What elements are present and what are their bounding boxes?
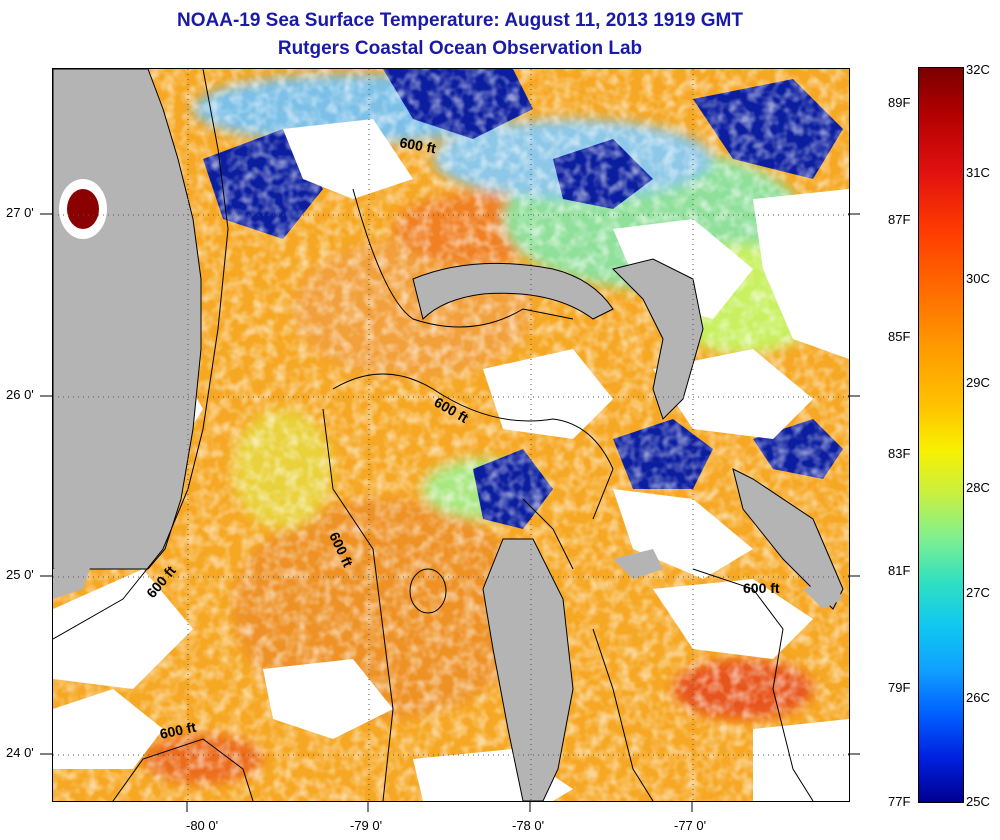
florida-keys-land (53, 559, 93, 599)
longitude-label: -80 0' (186, 818, 219, 833)
small-island (803, 579, 843, 609)
latitude-label: 24 0' (6, 745, 34, 760)
contour-label: 600 ft (743, 580, 780, 596)
map-canvas: 600 ft 600 ft 600 ft 600 ft 600 ft 600 f… (53, 69, 849, 801)
abaco-island (612, 258, 704, 420)
colorbar-celsius-label: 30C (966, 271, 990, 286)
colorbar-fahrenheit-label: 77F (888, 794, 911, 809)
colorbar-fahrenheit-label: 83F (888, 446, 911, 461)
colorbar-celsius-label: 31C (966, 165, 990, 180)
temperature-colorbar (918, 67, 964, 803)
lat-lon-grid (53, 69, 849, 801)
colorbar-celsius-label: 28C (966, 480, 990, 495)
longitude-label: -79 0' (350, 818, 383, 833)
colorbar-celsius-label: 25C (966, 794, 990, 809)
contour-label: 600 ft (398, 134, 437, 156)
colorbar-fahrenheit-label: 89F (888, 95, 911, 110)
colorbar-celsius-label: 32C (966, 62, 990, 77)
contour-label: 600 ft (158, 719, 197, 742)
depth-contours (53, 69, 814, 801)
andros-island (482, 538, 574, 801)
colorbar-fahrenheit-label: 79F (888, 680, 911, 695)
colorbar-fahrenheit-label: 81F (888, 563, 911, 578)
colorbar-celsius-label: 27C (966, 585, 990, 600)
latitude-label: 25 0' (6, 567, 34, 582)
latitude-label: 27 0' (6, 205, 34, 220)
sea-surface-temperature-map: 600 ft 600 ft 600 ft 600 ft 600 ft 600 f… (52, 68, 850, 802)
longitude-label: -78 0' (512, 818, 545, 833)
latitude-label: 26 0' (6, 387, 34, 402)
map-subtitle: Rutgers Coastal Ocean Observation Lab (277, 38, 643, 59)
map-title: NOAA-19 Sea Surface Temperature: August … (177, 10, 743, 31)
colorbar-celsius-label: 26C (966, 690, 990, 705)
grand-bahama-island (412, 262, 614, 320)
colorbar-fahrenheit-label: 85F (888, 329, 911, 344)
colorbar-fahrenheit-label: 87F (888, 212, 911, 227)
small-island (613, 549, 663, 579)
lake-okeechobee (59, 179, 107, 239)
longitude-label: -77 0' (674, 818, 707, 833)
colorbar-celsius-label: 29C (966, 375, 990, 390)
